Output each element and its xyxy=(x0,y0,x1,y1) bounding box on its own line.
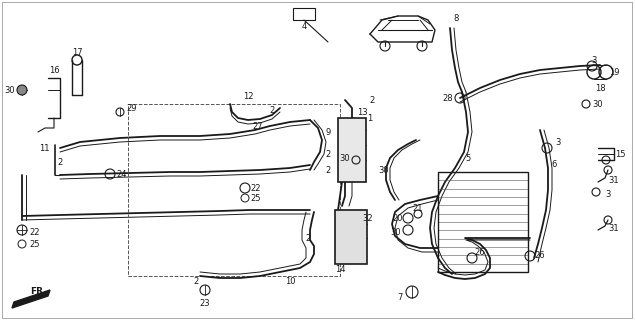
Text: 2: 2 xyxy=(370,95,375,105)
Text: 2: 2 xyxy=(325,165,331,174)
Text: 3: 3 xyxy=(605,189,611,198)
Text: 2: 2 xyxy=(305,234,311,243)
Text: 29: 29 xyxy=(127,103,137,113)
Text: 24: 24 xyxy=(117,170,127,179)
Text: 30: 30 xyxy=(4,85,15,94)
Text: 11: 11 xyxy=(39,143,50,153)
Text: 2: 2 xyxy=(194,277,199,286)
Text: 30: 30 xyxy=(378,165,389,174)
Text: 32: 32 xyxy=(363,213,373,222)
Text: 2: 2 xyxy=(269,106,274,115)
Circle shape xyxy=(17,85,27,95)
Text: 1: 1 xyxy=(368,114,373,123)
Bar xyxy=(335,210,367,264)
Text: 13: 13 xyxy=(357,108,367,116)
Text: 25: 25 xyxy=(251,194,261,203)
Text: 20: 20 xyxy=(393,213,403,222)
Text: 6: 6 xyxy=(551,159,557,169)
Text: 17: 17 xyxy=(72,47,83,57)
Text: 15: 15 xyxy=(615,149,625,158)
Text: 26: 26 xyxy=(475,247,485,257)
Bar xyxy=(293,8,315,20)
Text: 30: 30 xyxy=(391,228,401,236)
Text: 22: 22 xyxy=(30,228,40,236)
Text: 4: 4 xyxy=(302,21,307,30)
Text: 2: 2 xyxy=(325,149,331,158)
Text: 9: 9 xyxy=(325,127,331,137)
Text: 12: 12 xyxy=(243,92,253,100)
Text: 30: 30 xyxy=(340,154,351,163)
Text: 27: 27 xyxy=(253,122,264,131)
Text: FR.: FR. xyxy=(30,287,46,297)
Text: 8: 8 xyxy=(453,13,458,22)
Text: 30: 30 xyxy=(592,100,603,108)
Bar xyxy=(338,118,366,182)
Text: 3: 3 xyxy=(591,55,597,65)
Text: 10: 10 xyxy=(284,277,295,286)
Text: 3: 3 xyxy=(556,138,561,147)
Text: 14: 14 xyxy=(335,266,345,275)
Bar xyxy=(438,172,528,272)
Text: 31: 31 xyxy=(609,175,619,185)
Text: 23: 23 xyxy=(199,300,210,308)
Text: 19: 19 xyxy=(609,68,619,76)
Polygon shape xyxy=(12,290,50,308)
Text: 31: 31 xyxy=(609,223,619,233)
Text: 2: 2 xyxy=(57,157,63,166)
Text: 5: 5 xyxy=(465,154,471,163)
Text: 18: 18 xyxy=(595,84,605,92)
Text: 16: 16 xyxy=(49,66,59,75)
Text: 22: 22 xyxy=(251,183,261,193)
Text: 28: 28 xyxy=(443,93,453,102)
Text: 26: 26 xyxy=(535,252,545,260)
Text: 25: 25 xyxy=(30,239,40,249)
Text: 7: 7 xyxy=(398,293,403,302)
Text: 21: 21 xyxy=(413,204,424,212)
